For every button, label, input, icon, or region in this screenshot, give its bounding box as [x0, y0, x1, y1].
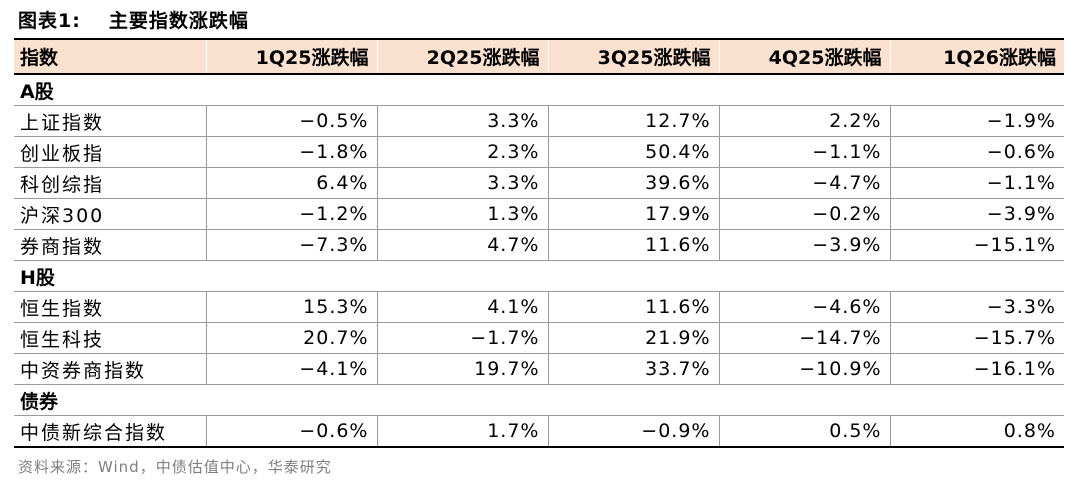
return-value: 21.9%	[547, 322, 719, 354]
return-value: −1.1%	[889, 167, 1064, 199]
table-row: 创业板指 −1.8% 2.3% 50.4% −1.1% −0.6%	[14, 136, 1064, 168]
column-header: 1Q26涨跌幅	[889, 38, 1064, 75]
return-value: 0.8%	[889, 415, 1064, 448]
return-value: 3.3%	[376, 167, 548, 199]
table-row: 科创综指 6.4% 3.3% 39.6% −4.7% −1.1%	[14, 167, 1064, 199]
table-row: 中债新综合指数 −0.6% 1.7% −0.9% 0.5% 0.8%	[14, 415, 1064, 448]
return-value: −3.9%	[889, 198, 1064, 230]
section-row: A股	[14, 74, 1064, 106]
figure-title: 图表1: 主要指数涨跌幅	[18, 6, 249, 36]
table-row: 恒生指数 15.3% 4.1% 11.6% −4.6% −3.3%	[14, 291, 1064, 323]
return-value: 2.3%	[376, 136, 548, 168]
table-row: 沪深300 −1.2% 1.3% 17.9% −0.2% −3.9%	[14, 198, 1064, 230]
section-title: A股	[14, 74, 1064, 106]
return-value: 39.6%	[547, 167, 719, 199]
index-returns-table: 指数 1Q25涨跌幅 2Q25涨跌幅 3Q25涨跌幅 4Q25涨跌幅 1Q26涨…	[14, 38, 1064, 448]
table-row: 中资券商指数 −4.1% 19.7% 33.7% −10.9% −16.1%	[14, 353, 1064, 385]
return-value: −3.9%	[718, 229, 890, 261]
return-value: −15.7%	[889, 322, 1064, 354]
return-value: −3.3%	[889, 291, 1064, 323]
return-value: −4.1%	[205, 353, 377, 385]
return-value: −1.7%	[376, 322, 548, 354]
index-name: 中资券商指数	[14, 353, 206, 385]
section-title: 债券	[14, 384, 1064, 416]
index-name: 沪深300	[14, 198, 206, 230]
return-value: −0.2%	[718, 198, 890, 230]
return-value: 2.2%	[718, 105, 890, 137]
index-name: 恒生科技	[14, 322, 206, 354]
section-row: H股	[14, 260, 1064, 292]
return-value: 11.6%	[547, 229, 719, 261]
table-row: 恒生科技 20.7% −1.7% 21.9% −14.7% −15.7%	[14, 322, 1064, 354]
return-value: −15.1%	[889, 229, 1064, 261]
section-row: 债券	[14, 384, 1064, 416]
index-name: 恒生指数	[14, 291, 206, 323]
return-value: 0.5%	[718, 415, 890, 448]
return-value: −0.9%	[547, 415, 719, 448]
column-header: 4Q25涨跌幅	[718, 38, 890, 75]
return-value: −1.2%	[205, 198, 377, 230]
return-value: −0.5%	[205, 105, 377, 137]
return-value: 4.7%	[376, 229, 548, 261]
return-value: 4.1%	[376, 291, 548, 323]
return-value: −14.7%	[718, 322, 890, 354]
table-row: 券商指数 −7.3% 4.7% 11.6% −3.9% −15.1%	[14, 229, 1064, 261]
return-value: −4.7%	[718, 167, 890, 199]
table-header-row: 指数 1Q25涨跌幅 2Q25涨跌幅 3Q25涨跌幅 4Q25涨跌幅 1Q26涨…	[14, 38, 1064, 75]
column-header: 指数	[14, 38, 206, 75]
return-value: 1.3%	[376, 198, 548, 230]
source-note: 资料来源：Wind，中债估值中心，华泰研究	[18, 458, 332, 476]
index-name: 科创综指	[14, 167, 206, 199]
return-value: 12.7%	[547, 105, 719, 137]
return-value: 50.4%	[547, 136, 719, 168]
figure-title-text: 主要指数涨跌幅	[108, 10, 249, 32]
return-value: 15.3%	[205, 291, 377, 323]
table-body: A股 上证指数 −0.5% 3.3% 12.7% 2.2% −1.9% 创业板指 −1.8% 2.…	[14, 74, 1064, 448]
index-name: 上证指数	[14, 105, 206, 137]
column-header: 2Q25涨跌幅	[376, 38, 548, 75]
index-name: 创业板指	[14, 136, 206, 168]
return-value: −0.6%	[889, 136, 1064, 168]
return-value: −4.6%	[718, 291, 890, 323]
return-value: −0.6%	[205, 415, 377, 448]
index-name: 券商指数	[14, 229, 206, 261]
figure-label: 图表1:	[18, 10, 81, 32]
return-value: −1.1%	[718, 136, 890, 168]
return-value: 3.3%	[376, 105, 548, 137]
return-value: −10.9%	[718, 353, 890, 385]
return-value: 1.7%	[376, 415, 548, 448]
return-value: −7.3%	[205, 229, 377, 261]
return-value: 20.7%	[205, 322, 377, 354]
return-value: −1.9%	[889, 105, 1064, 137]
index-name: 中债新综合指数	[14, 415, 206, 448]
return-value: 17.9%	[547, 198, 719, 230]
return-value: −1.8%	[205, 136, 377, 168]
section-title: H股	[14, 260, 1064, 292]
return-value: 11.6%	[547, 291, 719, 323]
return-value: 19.7%	[376, 353, 548, 385]
column-header: 3Q25涨跌幅	[547, 38, 719, 75]
return-value: 33.7%	[547, 353, 719, 385]
return-value: −16.1%	[889, 353, 1064, 385]
return-value: 6.4%	[205, 167, 377, 199]
column-header: 1Q25涨跌幅	[205, 38, 377, 75]
table-row: 上证指数 −0.5% 3.3% 12.7% 2.2% −1.9%	[14, 105, 1064, 137]
